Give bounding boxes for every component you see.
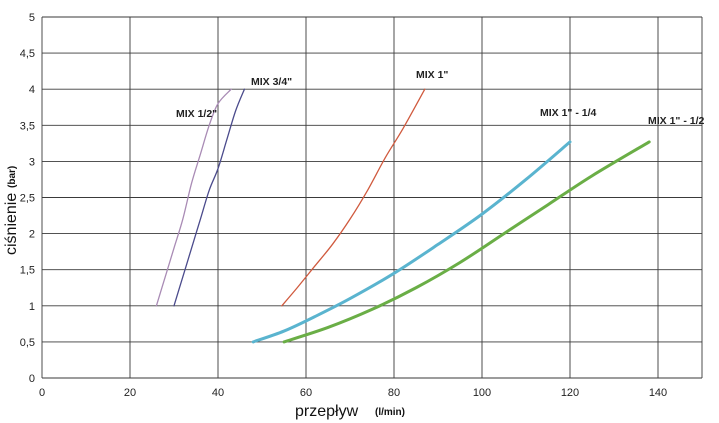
- x-tick-label: 40: [212, 387, 224, 399]
- series-label: MIX 1" - 1/4: [540, 107, 596, 119]
- y-tick-label: 0,5: [20, 337, 35, 349]
- y-tick-label: 2,5: [20, 193, 35, 205]
- series-label: MIX 1" - 1/2: [648, 115, 704, 127]
- x-axis-ticks: 0 20 40 60 80 100 120 140: [39, 387, 667, 399]
- series-labels: MIX 1/2" MIX 3/4" MIX 1" MIX 1" - 1/4 MIX 1"…: [176, 69, 704, 127]
- series-label: MIX 1/2": [176, 108, 217, 120]
- y-tick-label: 1: [29, 301, 35, 313]
- series-line: [282, 140, 651, 344]
- x-tick-label: 0: [39, 387, 45, 399]
- x-tick-label: 80: [388, 387, 400, 399]
- series-line: [251, 140, 572, 344]
- x-tick-label: 120: [561, 387, 579, 399]
- x-tick-label: 140: [649, 387, 667, 399]
- y-tick-label: 4: [29, 84, 35, 96]
- series-line: [173, 88, 246, 307]
- grid-lines: [41, 16, 703, 379]
- series-label: MIX 3/4": [251, 76, 292, 88]
- y-axis-label: ciśnienie: [3, 193, 20, 255]
- series-line: [155, 88, 232, 307]
- x-axis-unit: (l/min): [375, 407, 405, 418]
- y-tick-label: 1,5: [20, 265, 35, 277]
- y-tick-label: 3: [29, 156, 35, 168]
- series-label: MIX 1": [416, 69, 448, 81]
- x-axis-title: przepływ: [295, 403, 359, 420]
- y-axis-ticks: 0 0,5 1 1,5 2 2,5 3 3,5 4 4,5 5: [20, 12, 35, 385]
- y-tick-label: 2: [29, 229, 35, 241]
- series-line: [281, 88, 426, 307]
- y-tick-label: 5: [29, 12, 35, 24]
- series-lines: [155, 88, 651, 344]
- x-axis-label: przepływ: [295, 403, 359, 420]
- y-tick-label: 3,5: [20, 120, 35, 132]
- x-tick-label: 100: [473, 387, 491, 399]
- x-tick-label: 60: [300, 387, 312, 399]
- y-tick-label: 4,5: [20, 48, 35, 60]
- x-tick-label: 20: [124, 387, 136, 399]
- y-tick-label: 0: [29, 373, 35, 385]
- y-axis-title: ciśnienie (bar): [3, 166, 20, 255]
- y-axis-unit: (bar): [7, 166, 18, 188]
